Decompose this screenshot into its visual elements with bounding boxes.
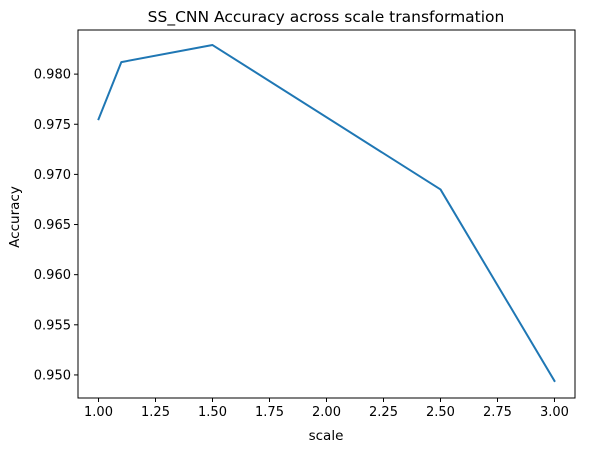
- x-tick-label-7: 2.75: [483, 405, 512, 420]
- x-tick-label-2: 1.50: [198, 405, 227, 420]
- y-tick-label-2: 0.960: [34, 268, 71, 283]
- y-tick-label-1: 0.955: [34, 318, 71, 333]
- x-tick-label-4: 2.00: [312, 405, 341, 420]
- y-axis-label: Accuracy: [7, 186, 23, 248]
- y-tick-label-6: 0.980: [34, 68, 71, 83]
- y-tick-label-4: 0.970: [34, 168, 71, 183]
- x-tick-label-1: 1.25: [141, 405, 170, 420]
- x-axis-label: scale: [309, 428, 344, 444]
- axes-frame: [77, 29, 576, 399]
- y-tick-label-0: 0.950: [34, 368, 71, 383]
- plot-area: 1.00 1.25 1.50 1.75 2.00 2.25 2.50 2.75 3.00 0.95…: [34, 29, 576, 420]
- series-line-0: [97, 44, 556, 383]
- y-tick-label-3: 0.965: [34, 218, 71, 233]
- x-tick-label-5: 2.25: [369, 405, 398, 420]
- y-tick-label-5: 0.975: [34, 118, 71, 133]
- x-tick-label-3: 1.75: [255, 405, 284, 420]
- chart-title: SS_CNN Accuracy across scale transformat…: [148, 8, 505, 27]
- x-tick-label-8: 3.00: [540, 405, 569, 420]
- x-tick-label-0: 1.00: [84, 405, 113, 420]
- x-tick-label-6: 2.50: [426, 405, 455, 420]
